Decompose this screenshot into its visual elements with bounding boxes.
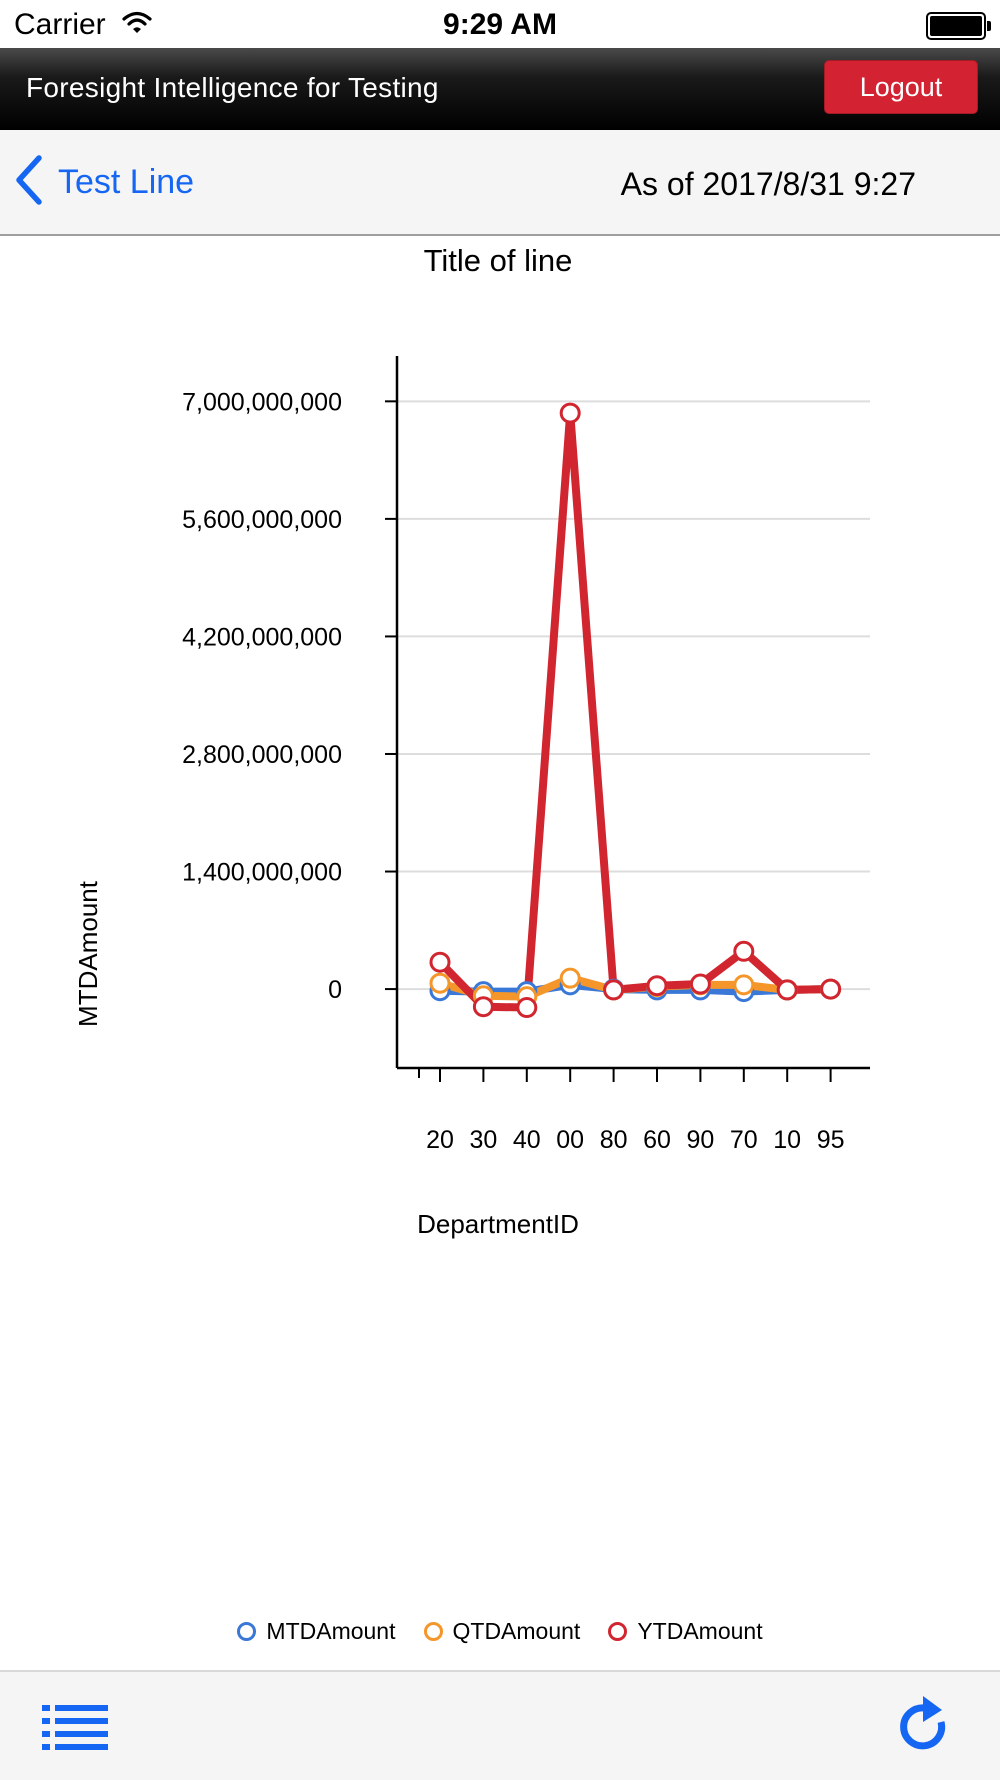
app-title: Foresight Intelligence for Testing (26, 72, 439, 103)
logout-button[interactable]: Logout (824, 60, 978, 114)
data-point-YTDAmount (733, 940, 755, 962)
chart-legend: MTDAmount QTDAmount YTDAmount (0, 1616, 1000, 1646)
clock: 9:29 AM (443, 8, 557, 41)
list-menu-icon[interactable] (40, 1702, 110, 1757)
back-label: Test Line (58, 162, 195, 201)
legend-label: QTDAmount (452, 1617, 581, 1644)
x-tick-label: 90 (686, 1126, 714, 1154)
chevron-left-icon (14, 154, 44, 211)
chart-title: Title of line (424, 243, 573, 278)
app-header: Foresight Intelligence for Testing Logou… (0, 48, 1000, 130)
y-tick-label: 2,800,000,000 (182, 741, 342, 769)
y-tick-label: 5,600,000,000 (182, 506, 342, 534)
status-bar: Carrier 9:29 AM (0, 0, 1000, 48)
legend-marker-icon (608, 1621, 628, 1641)
x-tick-label: 80 (600, 1126, 628, 1154)
data-point-YTDAmount (689, 973, 711, 995)
y-tick-label: 7,000,000,000 (182, 388, 342, 416)
series-line-YTDAmount (436, 409, 835, 1012)
refresh-icon[interactable] (896, 1696, 950, 1761)
legend-marker-icon (237, 1621, 257, 1641)
data-point-YTDAmount (646, 975, 668, 997)
bottom-toolbar (0, 1670, 1000, 1780)
x-tick-label: 60 (643, 1126, 671, 1154)
line-chart: Title of line 0 1,400,000,000 2,800,000,000… (0, 236, 1000, 1356)
x-axis-label: DepartmentID (417, 1209, 579, 1239)
y-tick-label: 4,200,000,000 (182, 623, 342, 651)
data-point-YTDAmount (516, 997, 538, 1019)
legend-item: QTDAmount (423, 1616, 581, 1646)
data-point-QTDAmount (733, 974, 755, 996)
back-button[interactable]: Test Line (14, 154, 195, 211)
wifi-icon (122, 10, 152, 39)
carrier-label: Carrier (14, 8, 106, 41)
y-axis-label: MTDAmount (73, 880, 103, 1027)
x-tick-label: 00 (556, 1126, 584, 1154)
legend-label: YTDAmount (637, 1617, 763, 1644)
data-point-YTDAmount (603, 979, 625, 1001)
y-tick-label: 1,400,000,000 (182, 859, 342, 887)
y-tick-label: 0 (328, 976, 342, 1004)
chart-canvas: Title of line 0 1,400,000,000 2,800,000,000… (73, 243, 870, 1239)
x-tick-label: 95 (817, 1126, 845, 1154)
x-tick-label: 40 (513, 1126, 541, 1154)
legend-item: YTDAmount (608, 1616, 763, 1646)
data-point-YTDAmount (429, 951, 451, 973)
battery-icon (926, 12, 991, 40)
legend-label: MTDAmount (266, 1617, 396, 1644)
data-point-YTDAmount (472, 996, 494, 1018)
data-point-QTDAmount (559, 967, 581, 989)
data-point-YTDAmount (820, 978, 842, 1000)
legend-item: MTDAmount (237, 1616, 396, 1646)
data-point-QTDAmount (429, 972, 451, 994)
x-tick-label: 10 (773, 1126, 801, 1154)
x-tick-label: 30 (469, 1126, 497, 1154)
x-tick-label: 20 (426, 1126, 454, 1154)
as-of-timestamp: As of 2017/8/31 9:27 (620, 166, 916, 202)
x-tick-label: 70 (730, 1126, 758, 1154)
data-point-YTDAmount (776, 979, 798, 1001)
legend-marker-icon (423, 1621, 443, 1641)
data-point-YTDAmount (559, 402, 581, 424)
navigation-bar: Test Line As of 2017/8/31 9:27 (0, 130, 1000, 236)
